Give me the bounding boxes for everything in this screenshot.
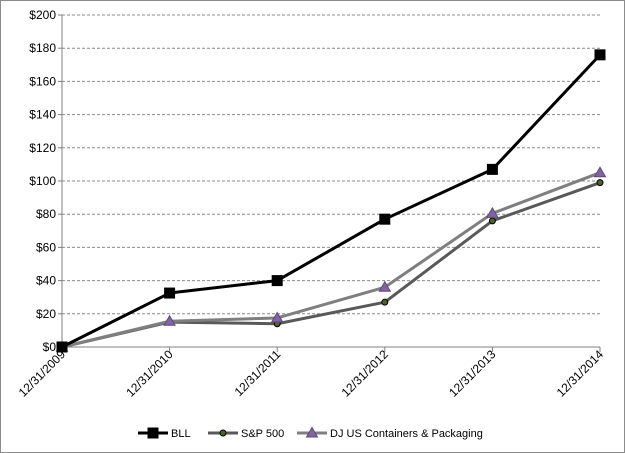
data-point: [596, 179, 604, 187]
y-tick-label: $180: [29, 41, 56, 55]
data-point: [163, 314, 176, 326]
legend-label: S&P 500: [241, 428, 284, 440]
x-tick-label: 12/31/2014: [554, 347, 607, 400]
axes: [58, 14, 601, 352]
data-point: [488, 217, 496, 225]
legend-item: DJ US Containers & Packaging: [297, 426, 483, 440]
y-tick-label: $160: [29, 74, 56, 88]
data-point: [486, 206, 499, 218]
y-tick-label: $140: [29, 108, 56, 122]
series-lines: [55, 49, 607, 353]
x-tick-labels: 12/31/2009 12/31/2010 12/31/2011 12/31/2012…: [16, 347, 607, 400]
data-point: [378, 280, 392, 292]
y-tick-labels: $0 $20 $40 $60 $80 $100 $120 $140 $160 $180 $200: [29, 8, 56, 354]
y-tick-label: $100: [29, 174, 56, 188]
data-point: [486, 163, 498, 175]
y-tick-label: $60: [36, 240, 56, 254]
x-tick-label: 12/31/2011: [232, 347, 284, 399]
series-2: [55, 166, 607, 352]
legend: BLL S&P 500 DJ US Containers & Packaging: [138, 426, 483, 440]
gridlines: [62, 14, 600, 315]
y-tick-label: $200: [29, 8, 56, 22]
data-point: [164, 287, 176, 299]
legend-marker: [305, 426, 319, 438]
y-tick-label: $120: [29, 141, 56, 155]
data-point: [270, 311, 284, 323]
data-point: [56, 341, 68, 353]
legend-item: BLL: [138, 427, 191, 440]
legend-marker: [147, 427, 159, 439]
data-point: [381, 298, 389, 306]
x-tick-label: 12/31/2010: [123, 347, 176, 400]
data-point: [594, 49, 606, 61]
series-line: [61, 181, 601, 349]
data-point: [379, 213, 391, 225]
y-tick-label: $80: [36, 207, 56, 221]
series-1: [58, 179, 604, 351]
y-tick-label: $20: [36, 307, 56, 321]
data-point: [593, 166, 607, 178]
legend-marker: [219, 429, 227, 437]
x-tick-label: 12/31/2013: [446, 347, 499, 400]
x-tick-label: 12/31/2009: [16, 347, 69, 400]
y-tick-label: $40: [36, 274, 56, 288]
legend-item: S&P 500: [208, 428, 284, 440]
y-tick-label: $0: [43, 340, 57, 354]
legend-label: DJ US Containers & Packaging: [330, 428, 483, 440]
series-0: [56, 49, 606, 353]
series-line: [61, 171, 601, 349]
x-tick-label: 12/31/2012: [339, 347, 392, 400]
data-point: [271, 275, 283, 287]
series-line: [61, 53, 602, 349]
legend-label: BLL: [171, 428, 191, 440]
